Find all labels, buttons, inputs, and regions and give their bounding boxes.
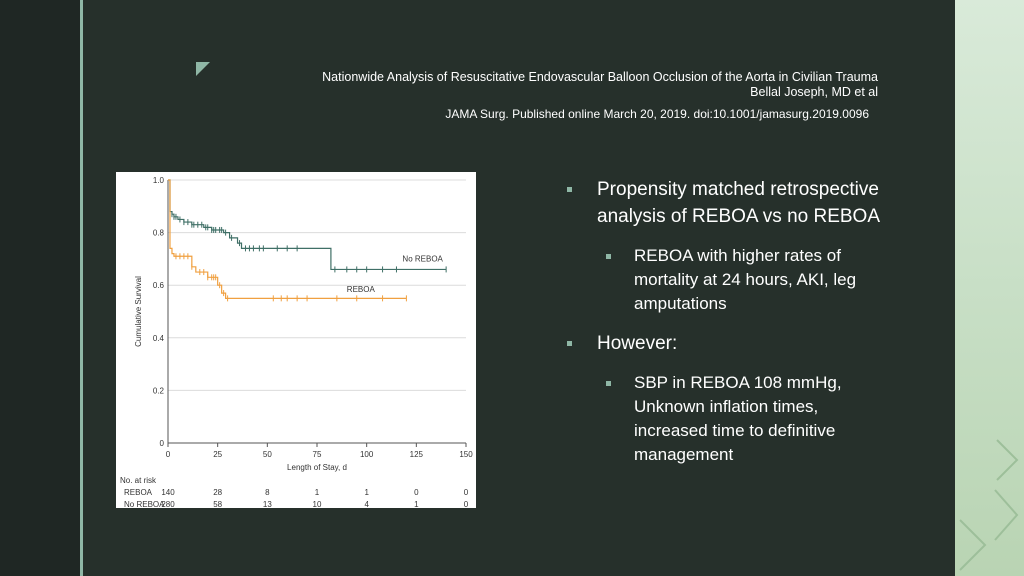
slide-title: Nationwide Analysis of Resuscitative End… [322,70,878,100]
risk-table-header: No. at risk [120,476,157,485]
x-tick-label: 100 [360,450,374,459]
x-tick-label: 75 [313,450,322,459]
x-axis-label: Length of Stay, d [287,463,347,472]
title-line-1: Nationwide Analysis of Resuscitative End… [322,70,878,84]
risk-cell: 28 [213,488,222,497]
sub-bullet-square-icon [606,254,611,259]
risk-cell: 140 [161,488,175,497]
y-tick-label: 0 [160,439,165,448]
corner-triangle-icon [196,62,210,76]
series-label-no-reboa: No REBOA [402,255,443,264]
bullet-list: Propensity matched retrospective analysi… [566,176,896,481]
risk-cell: 8 [265,488,270,497]
bullet-square-icon [567,341,572,346]
risk-row-label: REBOA [124,488,153,497]
citation: JAMA Surg. Published online March 20, 20… [445,107,869,121]
risk-cell: 1 [315,488,320,497]
y-axis-label: Cumulative Survival [134,276,143,347]
risk-cell: 280 [161,500,175,508]
risk-cell: 10 [313,500,322,508]
risk-cell: 0 [464,488,469,497]
y-tick-label: 0.4 [153,334,165,343]
survival-figure: 0 0.2 0.4 0.6 0.8 1.0 0 25 50 75 100 125 150 Length o… [116,172,476,508]
left-panel-strip [0,0,80,576]
risk-cell: 4 [364,500,369,508]
risk-cell: 1 [414,500,419,508]
bullet-1-sub: REBOA with higher rates of mortality at … [566,244,896,316]
left-accent-line [80,0,83,576]
x-tick-label: 125 [410,450,424,459]
bullet-2-sub: SBP in REBOA 108 mmHg, Unknown inflation… [566,371,896,467]
risk-cell: 58 [213,500,222,508]
bullet-square-icon [567,187,572,192]
x-tick-label: 150 [459,450,473,459]
title-line-2: Bellal Joseph, MD et al [750,85,878,99]
bullet-1-text: Propensity matched retrospective analysi… [597,179,881,227]
risk-cell: 0 [464,500,469,508]
x-tick-label: 25 [213,450,222,459]
bullet-2: However: [566,330,896,357]
y-tick-label: 0.8 [153,229,165,238]
x-tick-label: 50 [263,450,272,459]
x-tick-label: 0 [166,450,171,459]
risk-cell: 13 [263,500,272,508]
risk-cell: 0 [414,488,419,497]
series-line-reboa [168,179,407,299]
y-tick-label: 0.2 [153,386,165,395]
series-label-reboa: REBOA [347,285,376,294]
y-tick-label: 0.6 [153,281,165,290]
right-decor-strip [955,0,1024,576]
risk-cell: 1 [364,488,369,497]
bullet-1-sub-text: REBOA with higher rates of mortality at … [634,246,857,313]
bullet-2-text: However: [597,333,678,354]
sub-bullet-square-icon [606,381,611,386]
chevron-decor-icon [959,439,1019,571]
risk-row-label: No REBOA [124,500,165,508]
bullet-1: Propensity matched retrospective analysi… [566,176,896,230]
y-tick-label: 1.0 [153,176,165,185]
bullet-2-sub-text: SBP in REBOA 108 mmHg, Unknown inflation… [634,373,842,464]
